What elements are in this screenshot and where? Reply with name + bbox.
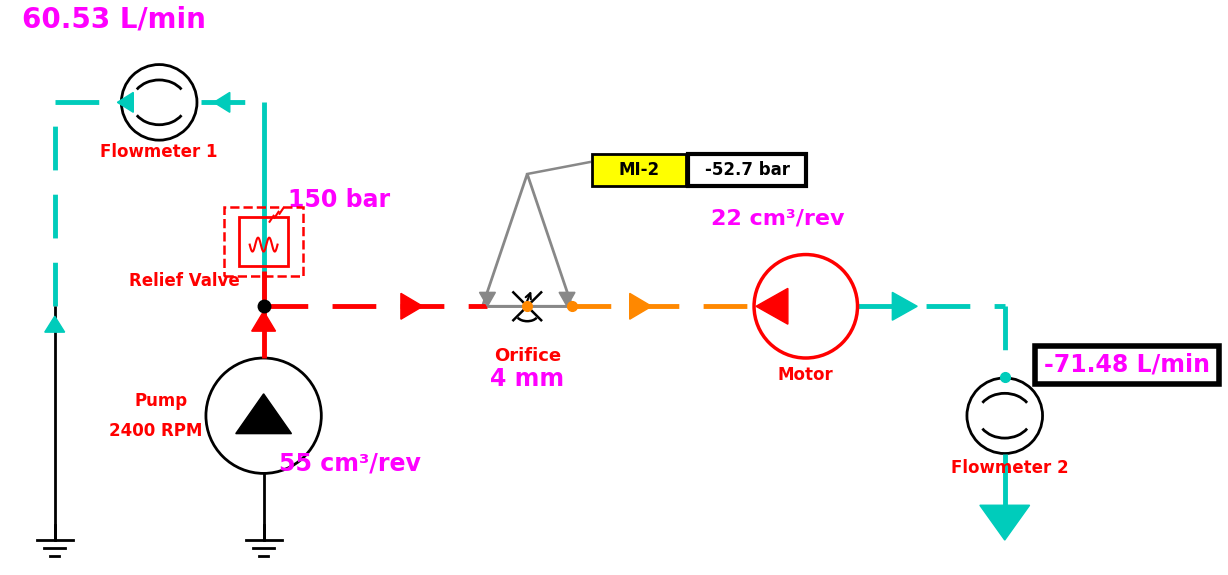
Polygon shape <box>630 293 652 319</box>
Text: 22 cm³/rev: 22 cm³/rev <box>711 209 845 229</box>
Polygon shape <box>236 394 291 434</box>
Polygon shape <box>893 292 917 320</box>
Polygon shape <box>479 292 495 306</box>
Bar <box>238 217 289 266</box>
Polygon shape <box>118 93 134 112</box>
Text: -52.7 bar: -52.7 bar <box>705 161 790 179</box>
Polygon shape <box>252 311 275 331</box>
Text: Orifice: Orifice <box>494 347 561 365</box>
Polygon shape <box>214 93 230 112</box>
Bar <box>223 207 303 277</box>
Polygon shape <box>400 293 422 319</box>
Bar <box>689 154 806 186</box>
Text: Motor: Motor <box>777 366 834 384</box>
Polygon shape <box>44 316 65 332</box>
Text: Flowmeter 1: Flowmeter 1 <box>101 143 217 161</box>
Polygon shape <box>559 292 575 306</box>
Text: 55 cm³/rev: 55 cm³/rev <box>279 451 420 476</box>
Text: Flowmeter 2: Flowmeter 2 <box>950 459 1068 477</box>
Text: 4 mm: 4 mm <box>490 367 565 391</box>
Bar <box>1034 346 1218 384</box>
Text: 60.53 L/min: 60.53 L/min <box>22 6 206 34</box>
Text: Relief Valve: Relief Valve <box>129 273 239 290</box>
Text: 2400 RPM: 2400 RPM <box>109 421 203 440</box>
Text: Pump: Pump <box>134 392 188 410</box>
Polygon shape <box>756 289 788 324</box>
Text: 150 bar: 150 bar <box>289 188 391 212</box>
Polygon shape <box>980 505 1029 540</box>
Text: -71.48 L/min: -71.48 L/min <box>1044 353 1210 377</box>
Bar <box>592 154 686 186</box>
Text: MI-2: MI-2 <box>619 161 659 179</box>
